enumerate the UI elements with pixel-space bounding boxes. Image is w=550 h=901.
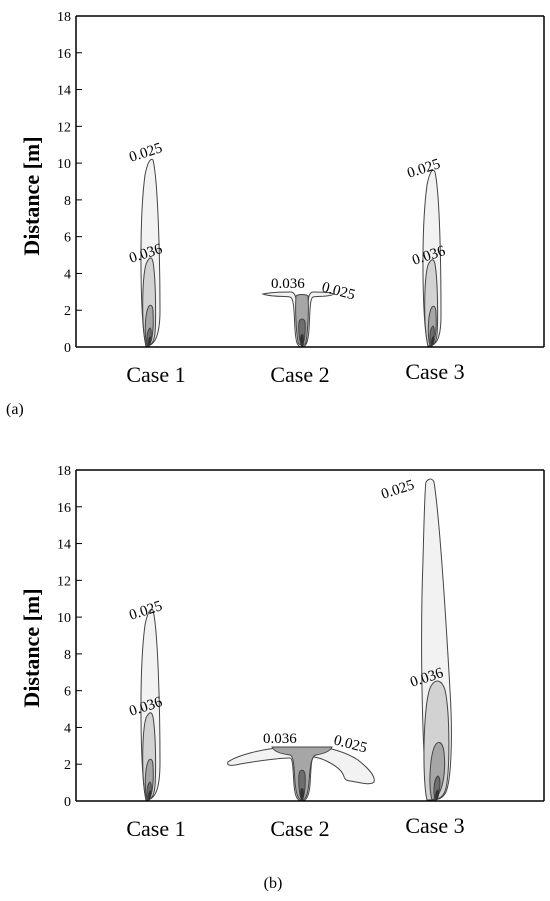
panel-a-y-tick-label-5: 10	[57, 157, 71, 172]
panel-a-case-1-level-5	[148, 336, 152, 348]
panel-b-case-2-label-0036: 0.036	[263, 731, 297, 747]
panel-a-y-tick-label-7: 14	[57, 84, 71, 99]
panel-b-x-tick-case-2: Case 2	[270, 816, 329, 841]
panel-b-y-tick-label-2: 4	[64, 721, 71, 736]
panel-b-y-axis-label: Distance [m]	[19, 588, 44, 707]
panel-a-case-1-plume	[140, 158, 161, 348]
panel-b-y-tick-label-3: 6	[64, 685, 71, 700]
panel-a-y-tick-label-3: 6	[64, 231, 71, 246]
panel-a-x-tick-case-2: Case 2	[270, 362, 329, 387]
panel-b-case-3-level-5	[435, 789, 440, 801]
panel-a-x-tick-case-3: Case 3	[405, 359, 464, 384]
panel-a-y-tick-label-0: 0	[64, 341, 71, 356]
panel-b-case-3-label-0025: 0.025	[379, 477, 416, 503]
panel-a-y-tick-label-2: 4	[64, 267, 71, 282]
panel-a-case-2-level-4	[300, 334, 304, 348]
panel-b-x-tick-case-3: Case 3	[405, 813, 464, 838]
panel-a-y-tick-label-9: 18	[57, 10, 71, 25]
panel-b-y-tick-label-9: 18	[57, 464, 71, 479]
panel-a-case-1-label-0025: 0.025	[127, 140, 164, 166]
panel-a-case-2-plume	[261, 291, 335, 348]
panel-a-y-axis-label: Distance [m]	[19, 136, 44, 255]
panel-a-case-2-label-0025: 0.025	[320, 279, 357, 303]
panel-b-case-1-level-5	[148, 790, 152, 802]
panel-b-y-tick-label-4: 8	[64, 648, 71, 663]
panel-a-case-3-plume	[422, 169, 442, 348]
panel-b-y-tick-label-5: 10	[57, 611, 71, 626]
panel-a-y-ticks: 0 2 4 6 8 10 12 14 16 18	[57, 10, 82, 356]
panel-b-y-tick-label-6: 12	[57, 574, 71, 589]
panel-b-case-3-plume	[421, 478, 452, 802]
panel-b-y-tick-label-1: 2	[64, 758, 71, 773]
panel-a-case-3-label-0025: 0.025	[405, 156, 442, 182]
panel-b-y-ticks: 0 2 4 6 8 10 12 14 16 18	[57, 464, 82, 810]
panel-a-label: (a)	[6, 401, 24, 418]
panel-b-y-tick-label-7: 14	[57, 538, 71, 553]
panel-b-x-tick-case-1: Case 1	[126, 816, 185, 841]
panel-b-case-3-level-3	[429, 741, 446, 801]
panel-b-case-2-plume	[227, 746, 375, 802]
panel-a-x-tick-case-1: Case 1	[126, 362, 185, 387]
panel-b-y-tick-label-0: 0	[64, 795, 71, 810]
panel-a-y-tick-label-1: 2	[64, 304, 71, 319]
panel-a-y-tick-label-6: 12	[57, 120, 71, 135]
panel-b-label: (b)	[264, 875, 283, 892]
panel-b-case-1-plume	[140, 608, 161, 802]
panel-b-case-2-level-4	[300, 788, 304, 802]
panel-a-case-2-label-0036: 0.036	[271, 276, 305, 292]
panel-a-y-tick-label-4: 8	[64, 194, 71, 209]
panel-b-y-tick-label-8: 16	[57, 501, 71, 516]
panel-a-y-tick-label-8: 16	[57, 47, 71, 62]
panel-a-case-3-level-5	[431, 336, 435, 348]
